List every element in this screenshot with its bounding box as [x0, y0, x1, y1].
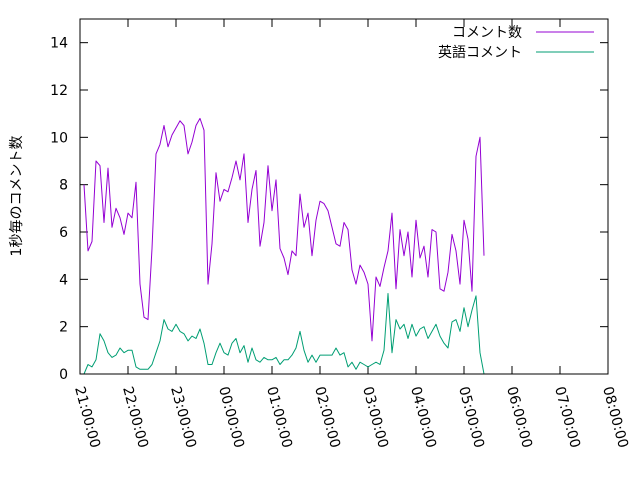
plot-area	[83, 117, 485, 375]
y-axis: 0 2 4 6 8 10 12 14	[50, 36, 608, 383]
y-tick-label: 12	[50, 83, 68, 99]
y-tick-label: 10	[50, 130, 68, 146]
series-line-1	[83, 117, 485, 342]
plot-frame	[79, 18, 609, 375]
y-tick-label: 2	[59, 320, 68, 336]
y-tick-label: 8	[59, 178, 68, 194]
series-line-2	[83, 293, 485, 375]
y-tick-label: 0	[59, 367, 68, 383]
y-tick-label: 4	[59, 272, 68, 288]
y-tick-label: 14	[50, 36, 68, 52]
legend-label: コメント数	[452, 25, 522, 41]
y-tick-label: 6	[59, 225, 68, 241]
y-axis-label: 1秒毎のコメント数	[9, 136, 25, 257]
legend-label: 英語コメント	[438, 44, 522, 61]
